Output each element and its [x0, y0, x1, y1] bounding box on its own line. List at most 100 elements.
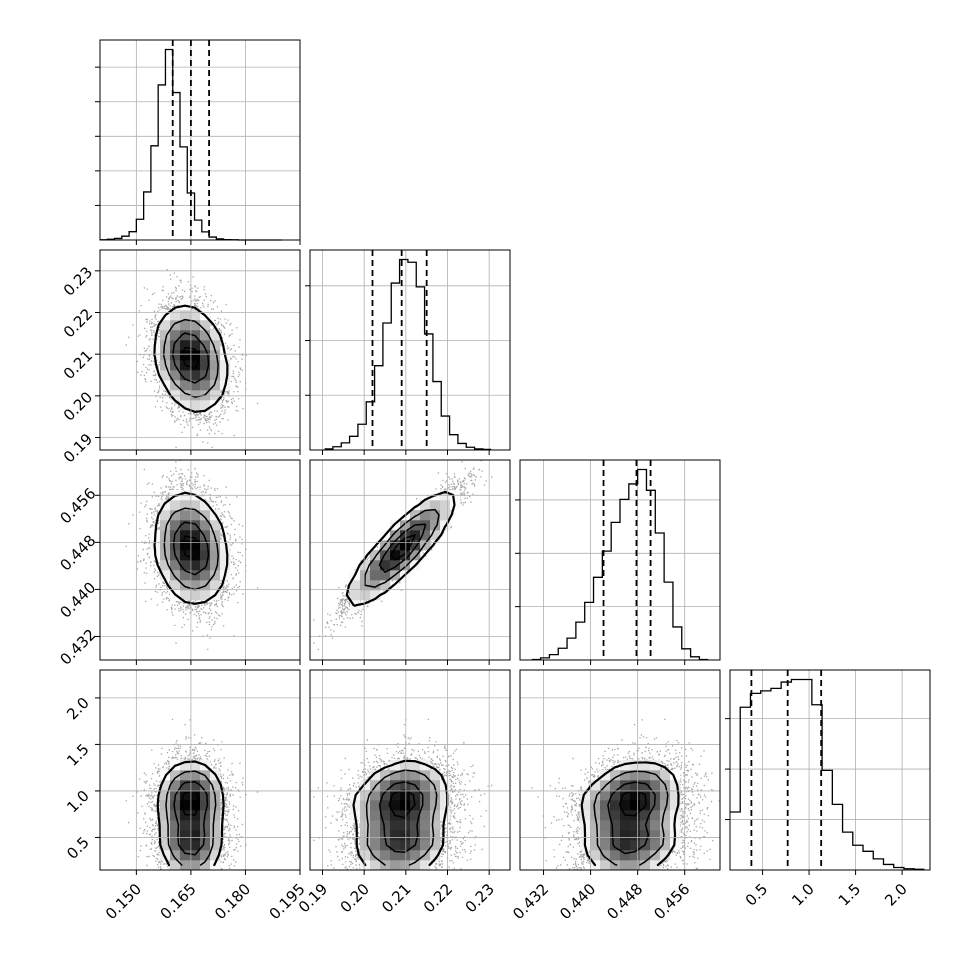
density-cell	[170, 820, 181, 831]
density-cell	[400, 800, 411, 811]
density-cell	[190, 550, 201, 561]
density-cell	[430, 520, 441, 531]
density-cell	[180, 320, 191, 331]
density-cell	[380, 780, 391, 791]
density-cell	[400, 820, 411, 831]
density-cell	[620, 760, 631, 771]
density-cell	[640, 760, 651, 771]
density-cell	[390, 850, 401, 861]
density-cell	[380, 850, 391, 861]
density-cell	[200, 360, 211, 371]
density-cell	[360, 590, 371, 601]
density-cell	[180, 560, 191, 571]
contour-lines	[156, 760, 225, 867]
density-cell	[210, 340, 221, 351]
density-cell	[420, 540, 431, 551]
density-cell	[420, 800, 431, 811]
density-cell	[400, 560, 411, 571]
grid-lines	[520, 670, 720, 870]
density-cell	[190, 370, 201, 381]
panel-frame	[99, 669, 301, 871]
density-cell	[410, 770, 421, 781]
density-cell	[180, 790, 191, 801]
density-cell	[650, 820, 661, 831]
density-cell	[180, 310, 191, 321]
density-cell	[160, 570, 171, 581]
density-cell	[160, 340, 171, 351]
density-cell	[590, 830, 601, 841]
density-cell	[210, 350, 221, 361]
density-cell	[160, 800, 171, 811]
density-cell	[580, 800, 591, 811]
density-cell	[620, 850, 631, 861]
density-cell	[190, 790, 201, 801]
density-cell	[370, 570, 381, 581]
panel-1-0	[99, 249, 301, 451]
density-cell	[380, 580, 391, 591]
x-tick-label: 0.432	[509, 880, 552, 923]
density-cell	[660, 770, 671, 781]
density-cell	[420, 530, 431, 541]
density-cell	[630, 820, 641, 831]
density-cell	[190, 560, 201, 571]
density-cell	[180, 770, 191, 781]
density-cell	[620, 830, 631, 841]
density-cell	[200, 860, 211, 870]
density-cell	[180, 510, 191, 521]
density-cell	[660, 800, 671, 811]
density-cell	[660, 830, 671, 841]
density-cell	[170, 840, 181, 851]
density-cell	[360, 790, 371, 801]
density-cell	[210, 830, 221, 841]
contour-level-1	[378, 781, 424, 853]
density-cell	[180, 500, 191, 511]
density-cell	[620, 790, 631, 801]
density-cell	[600, 840, 611, 851]
y-tick-label: 0.456	[56, 484, 99, 527]
density-cell	[370, 560, 381, 571]
density-cell	[190, 780, 201, 791]
panel-frame	[99, 249, 301, 451]
density-cell	[400, 540, 411, 551]
density-cell	[400, 860, 411, 870]
density-cell	[590, 820, 601, 831]
grid-lines	[100, 460, 300, 660]
density-cell	[400, 790, 411, 801]
density-cell	[210, 780, 221, 791]
grid-lines	[100, 670, 300, 870]
density-cell	[620, 780, 631, 791]
density-cell	[170, 510, 181, 521]
contour-level-0	[181, 790, 200, 816]
contour-level-1	[378, 523, 427, 573]
panel-frame	[309, 669, 511, 871]
density-cell	[200, 570, 211, 581]
density-cell	[210, 540, 221, 551]
density-cell	[190, 760, 201, 771]
density-cell	[370, 810, 381, 821]
density-cell	[200, 840, 211, 851]
density-cell	[160, 840, 171, 851]
density-cell	[190, 830, 201, 841]
density-cell	[390, 800, 401, 811]
density-cell	[190, 500, 201, 511]
density-cell	[190, 860, 201, 870]
density-cell	[380, 800, 391, 811]
density-cell	[180, 780, 191, 791]
density-cell	[200, 500, 211, 511]
density-cell	[200, 530, 211, 541]
density-cell	[400, 850, 411, 861]
scatter-points	[125, 718, 259, 870]
density-cell	[600, 830, 611, 841]
density-cell	[190, 530, 201, 541]
y-axis-1: 0.19 0.20 0.21 0.22 0.23	[60, 263, 100, 466]
y-tick-label: 1.5	[63, 740, 93, 770]
density-cell	[370, 860, 381, 870]
density-cell	[630, 800, 641, 811]
density-cell	[390, 830, 401, 841]
density-cell	[390, 560, 401, 571]
panel-frame	[99, 39, 301, 241]
density-cell	[380, 570, 391, 581]
panel-frame	[519, 669, 721, 871]
density-cell	[180, 330, 191, 341]
density-cell	[160, 790, 171, 801]
